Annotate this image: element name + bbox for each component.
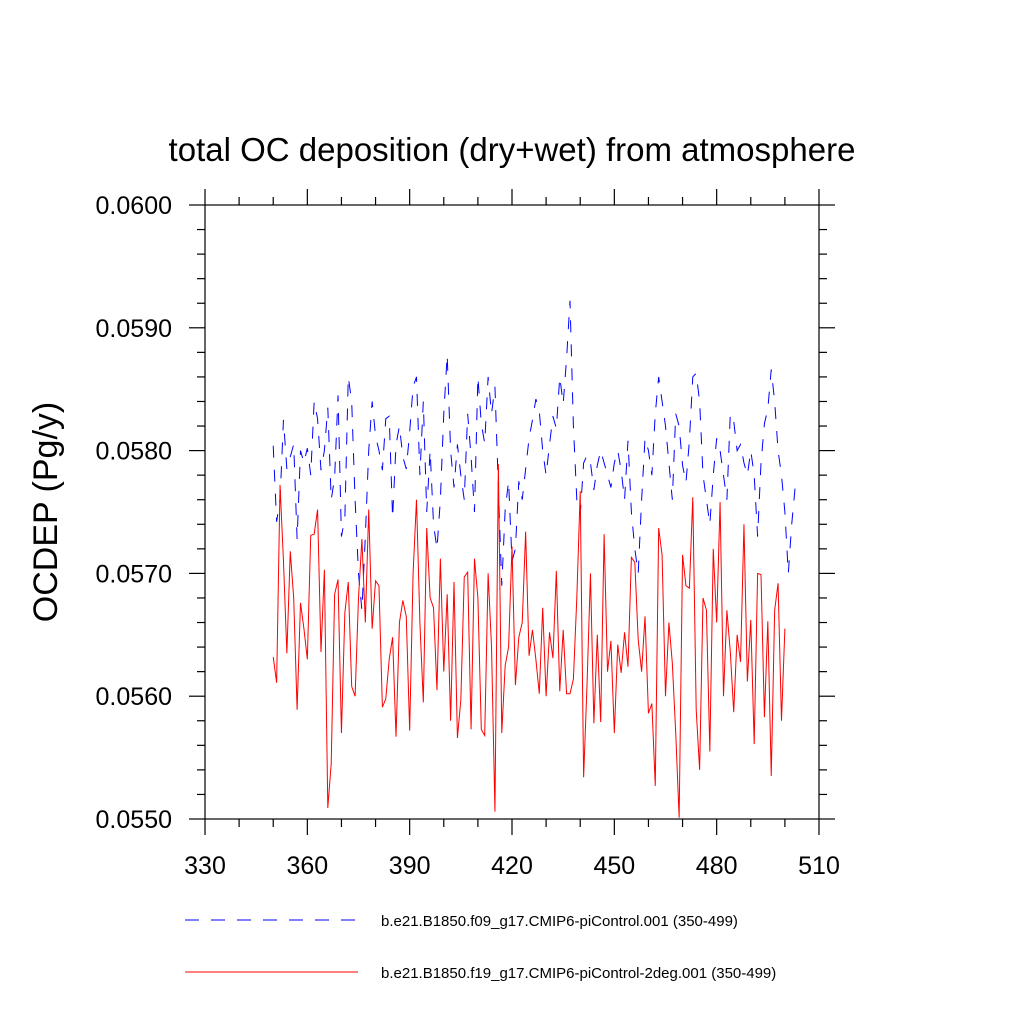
chart-title: total OC deposition (dry+wet) from atmos… <box>169 131 856 168</box>
y-tick-label: 0.0600 <box>96 192 172 220</box>
x-tick-label: 390 <box>389 852 431 880</box>
y-axis-label: OCDEP (Pg/y) <box>27 402 65 622</box>
legend-label-1: b.e21.B1850.f09_g17.CMIP6-piControl.001 … <box>381 913 738 930</box>
y-tick-label: 0.0580 <box>96 438 172 466</box>
series-line-1 <box>272 300 796 611</box>
x-tick-label: 360 <box>286 852 328 880</box>
y-tick-label: 0.0560 <box>96 683 172 711</box>
x-tick-label: 450 <box>593 852 635 880</box>
legend: b.e21.B1850.f09_g17.CMIP6-piControl.001 … <box>185 913 776 982</box>
y-tick-label: 0.0550 <box>96 806 172 834</box>
series-line-2 <box>272 464 786 818</box>
series-layer <box>272 300 796 818</box>
x-tick-label: 330 <box>184 852 226 880</box>
legend-label-2: b.e21.B1850.f19_g17.CMIP6-piControl-2deg… <box>381 965 776 982</box>
x-tick-label: 480 <box>696 852 738 880</box>
y-tick-label: 0.0570 <box>96 560 172 588</box>
y-tick-label: 0.0590 <box>96 315 172 343</box>
plot-area-frame <box>204 204 820 820</box>
x-axis: 330 360 390 420 450 480 510 <box>184 189 840 880</box>
y-axis: 0.0550 0.0560 0.0570 0.0580 0.0590 0.0600 <box>96 192 835 834</box>
x-tick-label: 420 <box>491 852 533 880</box>
x-tick-label: 510 <box>798 852 840 880</box>
